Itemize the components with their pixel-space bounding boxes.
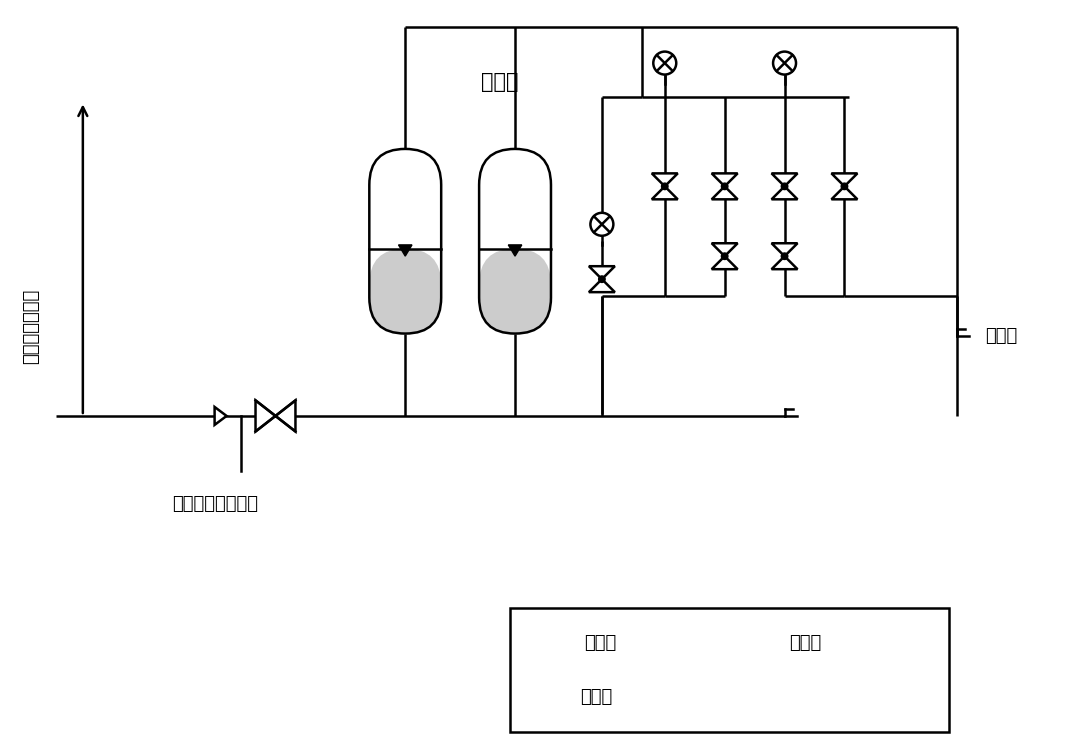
Circle shape [653, 52, 676, 74]
FancyBboxPatch shape [369, 149, 442, 333]
Polygon shape [275, 400, 296, 432]
Polygon shape [552, 687, 565, 707]
Polygon shape [399, 245, 411, 256]
FancyBboxPatch shape [510, 608, 949, 732]
FancyBboxPatch shape [480, 249, 551, 333]
Text: 仪表鄀: 仪表鄀 [580, 689, 612, 707]
Polygon shape [589, 279, 615, 292]
Polygon shape [712, 256, 738, 269]
FancyBboxPatch shape [480, 149, 551, 333]
Circle shape [841, 183, 848, 189]
Circle shape [549, 694, 555, 701]
Text: 蔓能器组进出油口: 蔓能器组进出油口 [173, 495, 258, 513]
Polygon shape [771, 256, 797, 269]
Text: 蔓能器: 蔓能器 [482, 71, 518, 92]
Circle shape [662, 183, 669, 189]
Polygon shape [832, 173, 858, 186]
Polygon shape [215, 407, 227, 425]
Text: 压力表: 压力表 [789, 634, 822, 652]
Polygon shape [552, 629, 569, 656]
Polygon shape [652, 186, 678, 199]
Circle shape [781, 253, 787, 259]
Polygon shape [589, 266, 615, 279]
Polygon shape [256, 400, 275, 432]
FancyBboxPatch shape [369, 249, 442, 333]
Polygon shape [712, 186, 738, 199]
Text: 润滑油供油母管: 润滑油供油母管 [22, 288, 40, 363]
Polygon shape [712, 243, 738, 256]
Polygon shape [712, 173, 738, 186]
Circle shape [721, 183, 728, 189]
Polygon shape [832, 186, 858, 199]
Polygon shape [771, 173, 797, 186]
Circle shape [721, 253, 728, 259]
Circle shape [598, 276, 605, 282]
Text: 截止鄀: 截止鄀 [584, 634, 617, 652]
Circle shape [773, 52, 796, 74]
Polygon shape [509, 245, 522, 256]
Polygon shape [535, 629, 552, 656]
Polygon shape [771, 186, 797, 199]
Polygon shape [539, 687, 552, 707]
Polygon shape [771, 243, 797, 256]
Polygon shape [652, 173, 678, 186]
Circle shape [781, 183, 787, 189]
Circle shape [757, 623, 782, 647]
Text: 进气口: 进气口 [985, 327, 1017, 345]
Circle shape [591, 213, 613, 236]
